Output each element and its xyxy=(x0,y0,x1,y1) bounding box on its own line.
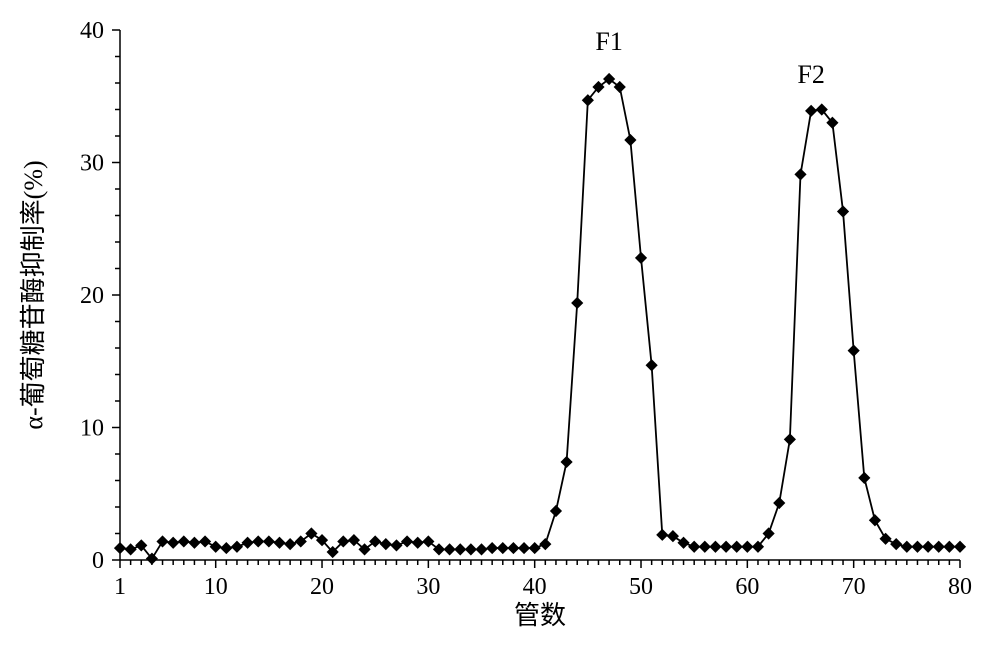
y-axis-title: α-葡萄糖苷酶抑制率(%) xyxy=(19,160,48,429)
y-tick-label: 40 xyxy=(80,18,104,44)
y-tick-label: 10 xyxy=(80,416,104,442)
x-tick-label: 40 xyxy=(523,574,547,600)
x-tick-label: 10 xyxy=(204,574,228,600)
x-tick-label: 30 xyxy=(416,574,440,600)
y-tick-label: 20 xyxy=(80,283,104,309)
peak-label: F1 xyxy=(595,27,622,56)
x-tick-label: 20 xyxy=(310,574,334,600)
x-tick-label: 50 xyxy=(629,574,653,600)
y-tick-label: 0 xyxy=(92,548,104,574)
x-tick-label: 1 xyxy=(114,574,126,600)
y-tick-label: 30 xyxy=(80,151,104,177)
peak-label: F2 xyxy=(797,60,824,89)
x-tick-label: 60 xyxy=(735,574,759,600)
chart-container: 11020304050607080010203040管数α-葡萄糖苷酶抑制率(%… xyxy=(0,0,1000,647)
chart-svg: 11020304050607080010203040管数α-葡萄糖苷酶抑制率(%… xyxy=(0,0,1000,647)
x-axis-title: 管数 xyxy=(514,601,566,630)
x-tick-label: 70 xyxy=(842,574,866,600)
x-tick-label: 80 xyxy=(948,574,972,600)
